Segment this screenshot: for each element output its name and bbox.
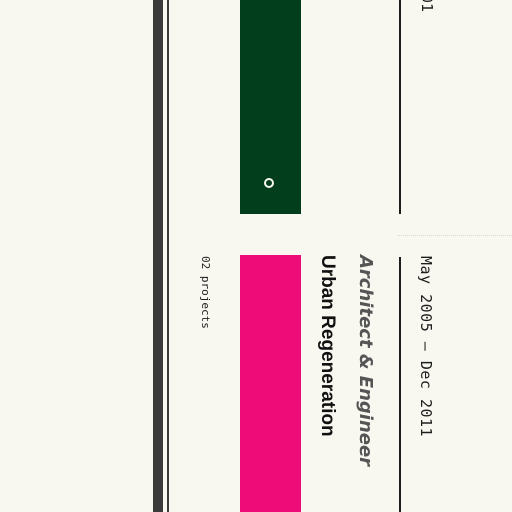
role-subtitle: Architect & Engineer: [355, 255, 376, 467]
left-thick-rule: [153, 0, 163, 512]
right-divider-top: [399, 0, 401, 214]
pink-color-block: [240, 255, 301, 512]
date-range: May 2005 — Dec 2011: [417, 256, 435, 438]
dotted-separator: [398, 235, 512, 236]
ring-dot-icon[interactable]: [264, 178, 274, 188]
page-number: 01: [418, 0, 436, 13]
right-divider-bottom: [399, 257, 401, 512]
projects-count: 02 projects: [199, 256, 212, 329]
project-title[interactable]: Urban Regeneration: [317, 255, 338, 437]
left-thin-rule: [167, 0, 169, 512]
